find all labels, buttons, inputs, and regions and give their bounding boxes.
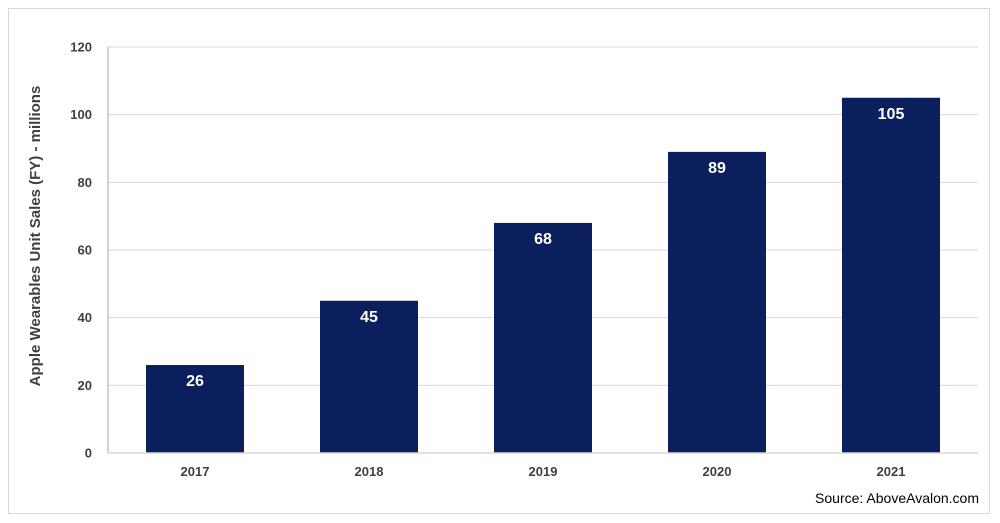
data-label: 45 bbox=[360, 309, 378, 326]
bars bbox=[146, 97, 940, 453]
x-tick-label: 2021 bbox=[877, 464, 906, 479]
x-tick-labels: 2017 2018 2019 2020 2021 bbox=[181, 464, 906, 479]
data-label: 89 bbox=[708, 160, 726, 177]
bar bbox=[842, 97, 940, 453]
data-label: 68 bbox=[534, 231, 552, 248]
data-label: 105 bbox=[878, 106, 905, 123]
y-tick-labels: 0 20 40 60 80 100 120 bbox=[70, 40, 92, 461]
gridlines bbox=[108, 46, 978, 386]
y-tick-label: 60 bbox=[78, 243, 92, 258]
bar bbox=[146, 365, 244, 453]
data-label: 26 bbox=[186, 373, 204, 390]
x-tick-label: 2018 bbox=[355, 464, 384, 479]
y-axis-title: Apple Wearables Unit Sales (FY) - millio… bbox=[27, 86, 44, 387]
x-tick-label: 2019 bbox=[529, 464, 558, 479]
data-labels: 26 45 68 89 105 bbox=[186, 106, 904, 390]
source-note: Source: AboveAvalon.com bbox=[815, 490, 979, 506]
x-tick-label: 2020 bbox=[703, 464, 732, 479]
y-tick-label: 0 bbox=[85, 446, 92, 461]
bar bbox=[668, 151, 766, 453]
y-tick-label: 40 bbox=[78, 310, 92, 325]
bar bbox=[494, 222, 592, 453]
y-tick-label: 20 bbox=[78, 378, 92, 393]
y-tick-label: 80 bbox=[78, 175, 92, 190]
y-tick-label: 100 bbox=[70, 107, 92, 122]
y-tick-label: 120 bbox=[70, 40, 92, 55]
bar bbox=[320, 300, 418, 453]
axes bbox=[107, 47, 978, 454]
x-tick-label: 2017 bbox=[181, 464, 210, 479]
